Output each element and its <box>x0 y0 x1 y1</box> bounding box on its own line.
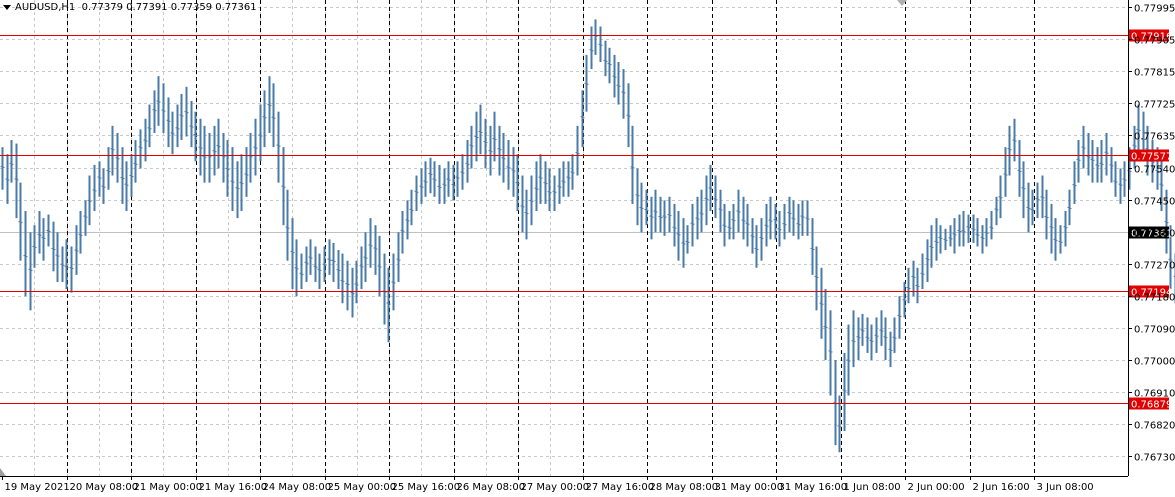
ohlc-values: 0.77379 0.77391 0.77359 0.77361 <box>81 2 257 13</box>
level-label-box <box>1129 149 1169 162</box>
x-tick-label: 26 May 08:00 <box>457 482 526 493</box>
y-tick-label: 0.77995 <box>1134 4 1175 15</box>
y-tick-label: 0.77815 <box>1134 68 1175 79</box>
chart-shift-marker-icon[interactable] <box>897 0 907 6</box>
y-tick-label: 0.77000 <box>1134 357 1175 368</box>
level-label: 0.76879 <box>1131 400 1172 411</box>
x-tick-label: 2 Jun 00:00 <box>908 482 965 493</box>
x-tick-label: 1 Jun 08:00 <box>844 482 901 493</box>
x-tick-label: 31 May 16:00 <box>779 482 848 493</box>
scroll-corner-icon <box>0 468 6 476</box>
horizontal-levels[interactable]: 0.77916 0.77577 0.77194 0.76879 0.77361 <box>0 29 1172 411</box>
x-tick-label: 28 May 08:00 <box>650 482 719 493</box>
current-price-label-box <box>1129 226 1169 239</box>
y-tick-label: 0.76730 <box>1134 453 1175 464</box>
level-label: 0.77577 <box>1131 152 1172 163</box>
x-tick-label: 3 Jun 08:00 <box>1037 482 1094 493</box>
symbol-label: AUDUSD,H1 <box>15 2 76 13</box>
x-tick-label: 19 May 2021 <box>5 482 70 493</box>
x-tick-label: 25 May 16:00 <box>392 482 461 493</box>
y-tick-label: 0.77450 <box>1134 197 1175 208</box>
dropdown-arrow-icon[interactable] <box>3 4 11 10</box>
y-tick-label: 0.76910 <box>1134 389 1175 400</box>
y-tick-label: 0.77905 <box>1134 36 1175 47</box>
y-tick-label: 0.77360 <box>1134 229 1175 240</box>
x-tick-label: 25 May 00:00 <box>328 482 397 493</box>
x-tick-label: 21 May 00:00 <box>134 482 203 493</box>
y-tick-label: 0.76820 <box>1134 421 1175 432</box>
chart-title-bar: AUDUSD,H1 0.77379 0.77391 0.77359 0.7736… <box>3 2 257 13</box>
y-tick-label: 0.77540 <box>1134 165 1175 176</box>
x-tick-label: 21 May 16:00 <box>199 482 268 493</box>
y-tick-label: 0.77635 <box>1134 132 1175 143</box>
level-label-box <box>1129 285 1169 298</box>
y-tick-label: 0.77725 <box>1134 100 1175 111</box>
x-tick-label: 24 May 08:00 <box>263 482 332 493</box>
price-axis: 0.77995 0.77905 0.77815 0.77725 0.77635 0.775… <box>0 0 1175 477</box>
y-tick-label: 0.77180 <box>1134 293 1175 304</box>
x-tick-label: 31 May 00:00 <box>715 482 784 493</box>
session-separators <box>67 0 1035 476</box>
level-label-box <box>1129 29 1169 42</box>
x-tick-label: 2 Jun 16:00 <box>973 482 1030 493</box>
price-bars <box>0 19 1175 453</box>
current-price-label: 0.77361 <box>1131 229 1172 240</box>
y-tick-label: 0.77270 <box>1134 261 1175 272</box>
x-tick-label: 27 May 16:00 <box>586 482 655 493</box>
level-label: 0.77194 <box>1131 288 1172 299</box>
x-tick-label: 27 May 00:00 <box>521 482 590 493</box>
y-tick-label: 0.77090 <box>1134 325 1175 336</box>
level-label: 0.77916 <box>1131 32 1172 43</box>
level-label-box <box>1129 397 1169 410</box>
x-tick-label: 20 May 08:00 <box>70 482 139 493</box>
